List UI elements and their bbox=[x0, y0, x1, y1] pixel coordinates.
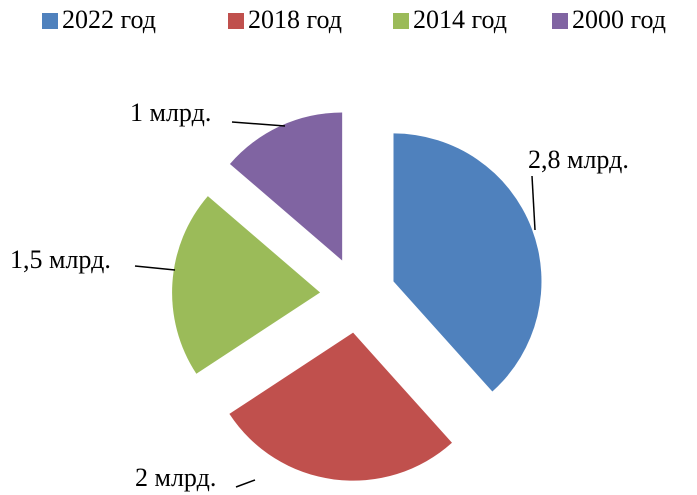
leader-line bbox=[235, 479, 256, 488]
leader-line bbox=[231, 121, 286, 127]
pie-slice bbox=[172, 196, 321, 374]
leader-line bbox=[134, 265, 176, 271]
legend-swatch bbox=[393, 13, 409, 29]
leader-line bbox=[531, 175, 536, 231]
pie-slice bbox=[229, 332, 452, 481]
legend-label: 2022 год bbox=[62, 5, 156, 34]
legend-label: 2018 год bbox=[248, 5, 342, 34]
legend-label: 2000 год bbox=[572, 5, 666, 34]
legend-swatch bbox=[42, 13, 58, 29]
data-label: 1,5 млрд. bbox=[10, 245, 111, 274]
legend-label: 2014 год bbox=[413, 5, 507, 34]
legend-swatch bbox=[552, 13, 568, 29]
data-label: 1 млрд. bbox=[130, 98, 211, 127]
data-label: 2,8 млрд. bbox=[528, 145, 629, 174]
pie-slice bbox=[229, 112, 343, 261]
data-label: 2 млрд. bbox=[135, 463, 216, 492]
legend-swatch bbox=[228, 13, 244, 29]
pie-slice bbox=[393, 133, 542, 392]
